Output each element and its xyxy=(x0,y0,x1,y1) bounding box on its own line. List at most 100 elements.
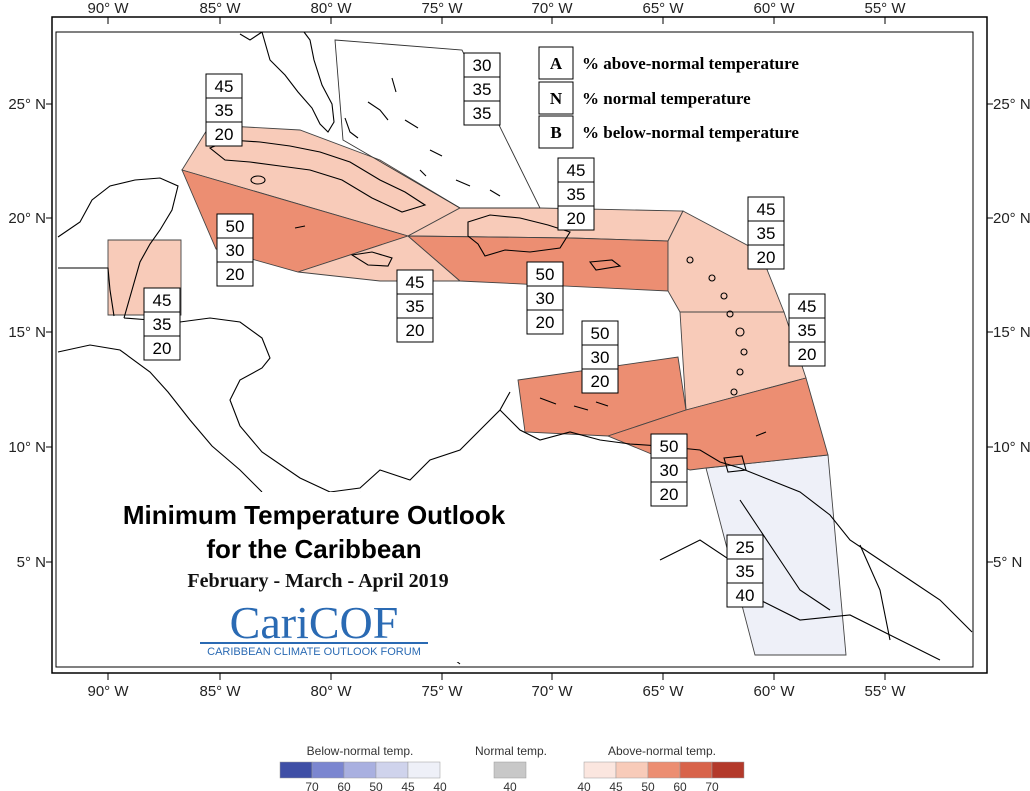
prob-box-hispaniola-north: 45 35 20 xyxy=(557,157,595,231)
prob-value-n: 35 xyxy=(757,224,776,243)
scale-swatch xyxy=(679,761,713,779)
scale-title-below: Below-normal temp. xyxy=(307,744,414,758)
prob-value-n: 30 xyxy=(660,461,679,480)
prob-value-n: 30 xyxy=(226,241,245,260)
prob-cell xyxy=(143,335,181,361)
prob-cell xyxy=(216,261,254,287)
lat-tick-label: 5° N xyxy=(17,554,46,571)
lon-tick-label: 80° W xyxy=(310,683,352,700)
prob-cell xyxy=(526,261,564,287)
prob-value-a: 45 xyxy=(798,297,817,316)
prob-box-cayman-jamaica-south: 50 30 20 xyxy=(216,213,254,287)
prob-value-b: 20 xyxy=(757,248,776,267)
map-title: Minimum Temperature Outlook xyxy=(123,500,506,530)
lon-tick-label: 85° W xyxy=(199,683,241,700)
prob-value-b: 20 xyxy=(798,345,817,364)
logo-subtitle: CARIBBEAN CLIMATE OUTLOOK FORUM xyxy=(207,646,421,658)
prob-cell xyxy=(747,244,785,270)
prob-cell xyxy=(396,269,434,295)
scale-tick-label: 70 xyxy=(705,780,719,791)
prob-value-n: 30 xyxy=(591,348,610,367)
prob-cell xyxy=(216,213,254,239)
prob-cell xyxy=(216,237,254,263)
prob-box-bahamas: 30 35 35 xyxy=(463,52,501,126)
prob-box-cuba: 45 35 20 xyxy=(205,73,243,147)
prob-box-hispaniola-puerto-rico: 50 30 20 xyxy=(526,261,564,335)
prob-cell xyxy=(557,181,595,207)
prob-box-windward-islands: 45 35 20 xyxy=(788,293,826,367)
prob-value-n: 30 xyxy=(536,289,555,308)
prob-value-a: 45 xyxy=(757,200,776,219)
lat-tick-label: 15° N xyxy=(993,324,1030,341)
lat-tick-label: 15° N xyxy=(8,324,46,341)
scale-tick-label: 50 xyxy=(369,780,383,791)
prob-value-n: 35 xyxy=(473,80,492,99)
prob-cell xyxy=(396,293,434,319)
legend-key-n: N xyxy=(550,89,563,108)
prob-box-abc-islands: 50 30 20 xyxy=(581,320,619,394)
lat-tick-label: 20° N xyxy=(993,210,1030,227)
prob-value-b: 20 xyxy=(567,209,586,228)
scale-title-above: Above-normal temp. xyxy=(608,744,716,758)
prob-box-guianas: 25 35 40 xyxy=(726,534,764,608)
prob-cell xyxy=(650,481,688,507)
lon-tick-label: 60° W xyxy=(753,0,795,17)
scale-tick-label: 45 xyxy=(609,780,623,791)
prob-value-b: 35 xyxy=(473,104,492,123)
prob-value-n: 35 xyxy=(215,101,234,120)
lon-tick-label: 65° W xyxy=(642,683,684,700)
color-scale: Below-normal temp. Normal temp. Above-no… xyxy=(279,744,745,791)
prob-box-leeward-islands: 45 35 20 xyxy=(747,196,785,270)
lon-tick-label: 80° W xyxy=(310,0,352,17)
scale-swatch xyxy=(711,761,745,779)
scale-tick-label: 40 xyxy=(577,780,591,791)
prob-cell xyxy=(205,121,243,147)
legend-key-b: B xyxy=(550,123,561,142)
scale-swatch xyxy=(583,761,617,779)
prob-cell xyxy=(650,433,688,459)
lon-tick-label: 75° W xyxy=(421,683,463,700)
prob-cell xyxy=(463,100,501,126)
legend-text-above: % above-normal temperature xyxy=(582,54,799,73)
lon-tick-label: 90° W xyxy=(87,683,129,700)
scale-swatch xyxy=(647,761,681,779)
scale-swatch xyxy=(343,761,377,779)
prob-value-n: 35 xyxy=(798,321,817,340)
prob-value-n: 35 xyxy=(736,562,755,581)
prob-box-trinidad-tobago: 50 30 20 xyxy=(650,433,688,507)
map-inner-frame xyxy=(55,31,974,668)
prob-cell xyxy=(581,368,619,394)
scale-tick-label: 60 xyxy=(673,780,687,791)
prob-cell xyxy=(581,344,619,370)
prob-value-a: 50 xyxy=(660,437,679,456)
prob-cell xyxy=(726,534,764,560)
prob-box-belize: 45 35 20 xyxy=(143,287,181,361)
prob-cell xyxy=(557,157,595,183)
prob-value-a: 45 xyxy=(153,291,172,310)
lat-tick-label: 10° N xyxy=(993,439,1030,456)
prob-cell xyxy=(526,309,564,335)
prob-cell xyxy=(205,97,243,123)
prob-value-n: 35 xyxy=(153,315,172,334)
scale-swatch xyxy=(375,761,409,779)
prob-cell xyxy=(788,317,826,343)
legend-key-a: A xyxy=(550,54,563,73)
scale-tick-label: 60 xyxy=(337,780,351,791)
prob-value-a: 50 xyxy=(536,265,555,284)
prob-value-a: 45 xyxy=(567,161,586,180)
scale-swatch xyxy=(615,761,649,779)
scale-title-normal: Normal temp. xyxy=(475,744,547,758)
scale-tick-label: 40 xyxy=(433,780,447,791)
lat-tick-label: 10° N xyxy=(8,439,46,456)
prob-value-b: 20 xyxy=(215,125,234,144)
scale-tick-label: 40 xyxy=(503,780,517,791)
scale-tick-label: 45 xyxy=(401,780,415,791)
prob-value-b: 20 xyxy=(153,339,172,358)
prob-cell xyxy=(788,341,826,367)
prob-cell xyxy=(557,205,595,231)
scale-tick-label: 70 xyxy=(305,780,319,791)
prob-value-b: 20 xyxy=(226,265,245,284)
prob-value-a: 25 xyxy=(736,538,755,557)
logo-wordmark: CariCOF xyxy=(230,597,399,648)
